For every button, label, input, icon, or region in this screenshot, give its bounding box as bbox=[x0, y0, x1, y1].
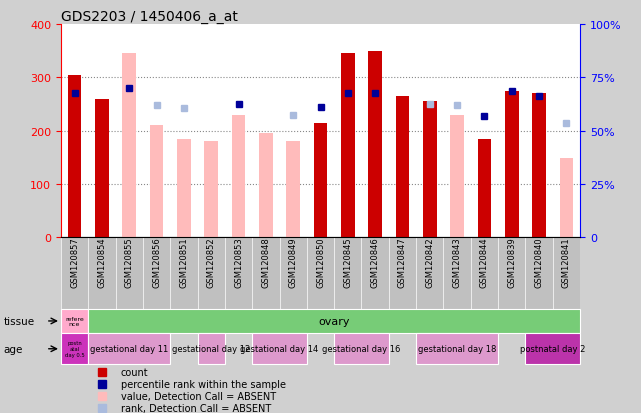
Bar bbox=[150, 126, 163, 238]
Bar bbox=[61, 333, 88, 364]
Bar bbox=[532, 94, 546, 238]
Bar bbox=[197, 333, 225, 364]
Bar bbox=[505, 91, 519, 238]
Text: count: count bbox=[121, 368, 148, 377]
Bar bbox=[177, 139, 191, 238]
Text: age: age bbox=[3, 344, 22, 354]
Bar bbox=[334, 333, 389, 364]
Text: gestational day 14: gestational day 14 bbox=[240, 344, 319, 354]
Bar bbox=[478, 139, 491, 238]
Bar bbox=[526, 333, 580, 364]
Text: ovary: ovary bbox=[319, 316, 350, 326]
Bar bbox=[287, 142, 300, 238]
Bar bbox=[423, 102, 437, 238]
Bar bbox=[122, 54, 136, 238]
Bar bbox=[560, 159, 573, 238]
Bar bbox=[252, 333, 307, 364]
Text: percentile rank within the sample: percentile rank within the sample bbox=[121, 380, 286, 389]
Bar bbox=[88, 333, 171, 364]
Text: rank, Detection Call = ABSENT: rank, Detection Call = ABSENT bbox=[121, 404, 271, 413]
Text: gestational day 16: gestational day 16 bbox=[322, 344, 401, 354]
Bar bbox=[450, 115, 464, 238]
Text: gestational day 11: gestational day 11 bbox=[90, 344, 169, 354]
Bar bbox=[313, 123, 328, 238]
Text: tissue: tissue bbox=[3, 316, 35, 326]
Text: postnatal day 2: postnatal day 2 bbox=[520, 344, 585, 354]
Text: refere
nce: refere nce bbox=[65, 316, 84, 327]
Bar bbox=[416, 333, 498, 364]
Text: value, Detection Call = ABSENT: value, Detection Call = ABSENT bbox=[121, 392, 276, 401]
Bar bbox=[231, 115, 246, 238]
Bar bbox=[259, 134, 272, 238]
Text: gestational day 18: gestational day 18 bbox=[418, 344, 496, 354]
Bar bbox=[395, 97, 410, 238]
Bar bbox=[369, 52, 382, 238]
Bar bbox=[61, 309, 88, 333]
Text: gestational day 12: gestational day 12 bbox=[172, 344, 251, 354]
Bar bbox=[95, 100, 109, 238]
Bar bbox=[68, 76, 81, 238]
Bar bbox=[204, 142, 218, 238]
Bar bbox=[341, 54, 354, 238]
Text: postn
atal
day 0.5: postn atal day 0.5 bbox=[65, 341, 85, 357]
Text: GDS2203 / 1450406_a_at: GDS2203 / 1450406_a_at bbox=[61, 10, 238, 24]
